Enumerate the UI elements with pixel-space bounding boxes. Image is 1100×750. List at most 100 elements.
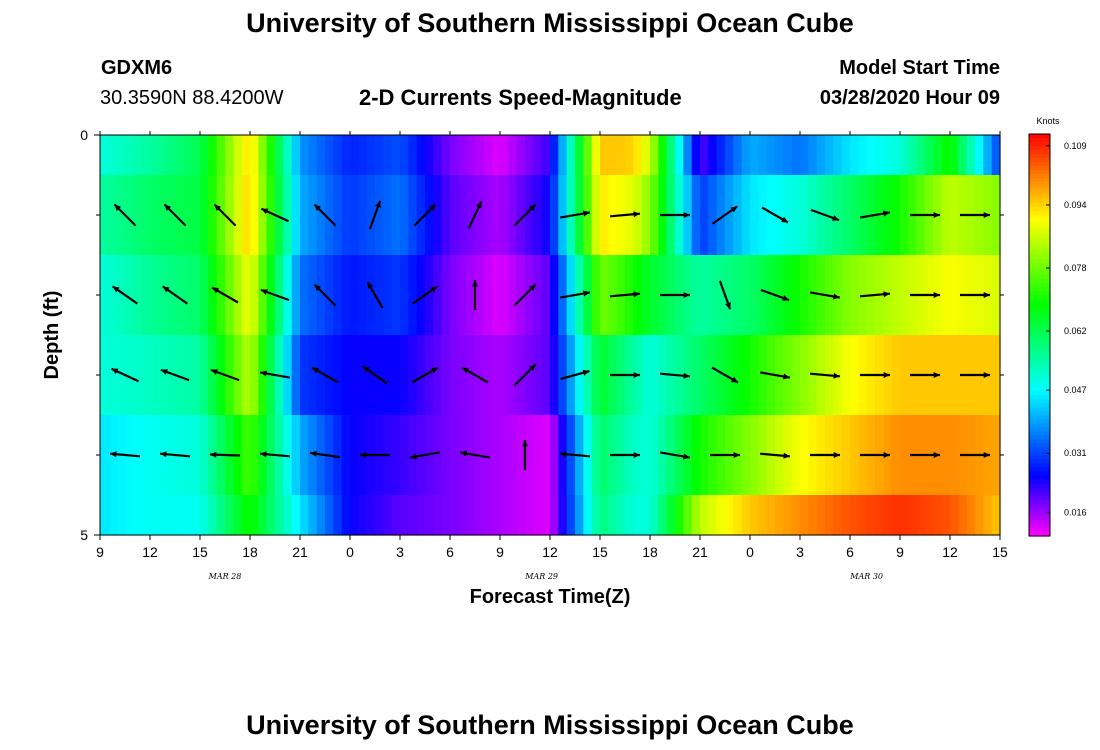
heatmap-cell bbox=[766, 255, 776, 336]
heatmap-cell bbox=[708, 175, 718, 256]
heatmap-cell bbox=[808, 495, 818, 536]
heatmap-cell bbox=[425, 135, 434, 176]
heatmap-cell bbox=[425, 495, 434, 536]
heatmap-cell bbox=[750, 335, 759, 416]
current-arrow bbox=[910, 372, 940, 378]
heatmap-cell bbox=[375, 175, 384, 256]
heatmap-cell bbox=[800, 335, 809, 416]
heatmap-cell bbox=[416, 335, 426, 416]
heatmap-cell bbox=[741, 335, 751, 416]
heatmap-cell bbox=[191, 335, 201, 416]
heatmap-cell bbox=[983, 495, 993, 536]
heatmap-cell bbox=[250, 495, 259, 536]
heatmap-cell bbox=[733, 495, 743, 536]
heatmap-cell bbox=[341, 495, 351, 536]
heatmap-cell bbox=[358, 335, 368, 416]
colorbar-step bbox=[1029, 411, 1050, 416]
heatmap-cell bbox=[741, 255, 751, 336]
heatmap-cell bbox=[141, 135, 151, 176]
heatmap-cell bbox=[700, 495, 709, 536]
current-arrow bbox=[113, 203, 137, 227]
heatmap-cell bbox=[366, 495, 376, 536]
heatmap-cell bbox=[400, 255, 409, 336]
heatmap-cell bbox=[358, 495, 368, 536]
heatmap-cell bbox=[950, 175, 959, 256]
heatmap-cell bbox=[225, 335, 234, 416]
heatmap-cell bbox=[433, 255, 443, 336]
heatmap-cell bbox=[283, 135, 293, 176]
heatmap-cell bbox=[883, 255, 893, 336]
colorbar-step bbox=[1029, 174, 1050, 179]
colorbar-step bbox=[1029, 330, 1050, 336]
heatmap-cell bbox=[875, 135, 884, 176]
current-arrow bbox=[610, 211, 640, 218]
x-tick-label: 15 bbox=[192, 544, 208, 560]
heatmap-cell bbox=[641, 335, 651, 416]
heatmap-cell bbox=[516, 495, 526, 536]
heatmap-cell bbox=[833, 135, 843, 176]
heatmap-cell bbox=[891, 335, 901, 416]
current-arrow bbox=[810, 291, 840, 300]
colorbar-tick-label: 0.094 bbox=[1064, 200, 1087, 210]
heatmap-cell bbox=[225, 495, 234, 536]
heatmap-cell bbox=[166, 175, 176, 256]
heatmap-cell bbox=[175, 255, 184, 336]
heatmap-cell bbox=[391, 175, 401, 256]
heatmap-cell bbox=[533, 255, 543, 336]
colorbar-step bbox=[1029, 351, 1050, 356]
heatmap-cell bbox=[900, 255, 909, 336]
heatmap-cell bbox=[458, 255, 468, 336]
heatmap-cell bbox=[791, 135, 801, 176]
heatmap-cell bbox=[425, 175, 434, 256]
colorbar-step bbox=[1029, 246, 1050, 252]
colorbar-step bbox=[1029, 459, 1050, 465]
heatmap-cell bbox=[641, 255, 651, 336]
heatmap-cell bbox=[516, 175, 526, 256]
colorbar-step bbox=[1029, 415, 1050, 421]
colorbar-step bbox=[1029, 162, 1050, 167]
colorbar-step bbox=[1029, 234, 1050, 240]
heatmap-cell bbox=[200, 335, 209, 416]
heatmap-cell bbox=[150, 335, 159, 416]
heatmap-cell bbox=[266, 255, 276, 336]
current-arrow bbox=[210, 368, 240, 382]
heatmap-cell bbox=[641, 415, 651, 496]
heatmap-cell bbox=[791, 335, 801, 416]
heatmap-cell bbox=[541, 255, 551, 336]
heatmap-cell bbox=[125, 135, 134, 176]
colorbar-step bbox=[1029, 527, 1050, 533]
heatmap-cell bbox=[241, 135, 251, 176]
heatmap-cell bbox=[458, 135, 468, 176]
date-label: MAR 29 bbox=[524, 572, 558, 581]
heatmap-cell bbox=[258, 175, 268, 256]
heatmap-cell bbox=[758, 135, 768, 176]
current-arrow bbox=[910, 212, 940, 218]
heatmap-cell bbox=[375, 335, 384, 416]
colorbar-step bbox=[1029, 475, 1050, 481]
heatmap-cell bbox=[341, 415, 351, 496]
current-arrow bbox=[560, 369, 590, 380]
colorbar-step bbox=[1029, 423, 1050, 429]
current-arrow bbox=[760, 371, 790, 380]
heatmap-cell bbox=[283, 175, 293, 256]
heatmap-cell bbox=[808, 175, 818, 256]
heatmap-cell bbox=[991, 335, 1001, 416]
heatmap-cell bbox=[983, 135, 993, 176]
heatmap-cell bbox=[458, 175, 468, 256]
current-arrow bbox=[368, 200, 382, 230]
heatmap-cell bbox=[591, 415, 601, 496]
heatmap-cell bbox=[200, 255, 209, 336]
heatmap-cell bbox=[750, 495, 759, 536]
colorbar-step bbox=[1029, 266, 1050, 272]
heatmap-cell bbox=[800, 255, 809, 336]
heatmap-cell bbox=[408, 175, 418, 256]
x-tick-label: 18 bbox=[642, 544, 658, 560]
colorbar-step bbox=[1029, 515, 1050, 521]
heatmap-cell bbox=[150, 175, 159, 256]
heatmap-cell bbox=[208, 175, 218, 256]
heatmap-cell bbox=[300, 415, 309, 496]
heatmap-cell bbox=[858, 135, 868, 176]
heatmap-cell bbox=[441, 495, 451, 536]
heatmap-cell bbox=[416, 495, 426, 536]
heatmap-cell bbox=[950, 255, 959, 336]
